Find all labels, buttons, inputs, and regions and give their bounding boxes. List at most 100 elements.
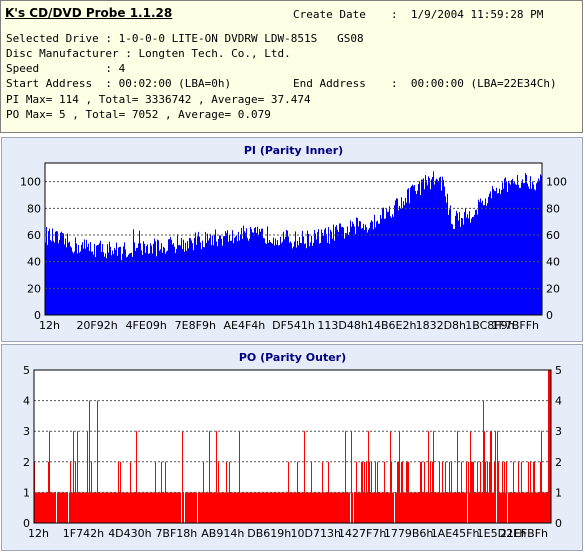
bar <box>306 248 307 315</box>
bar <box>526 492 527 523</box>
bar <box>104 256 105 315</box>
bar <box>357 492 358 523</box>
bar <box>107 492 108 523</box>
y-tick-label: 60 <box>27 229 41 242</box>
bar <box>473 216 474 315</box>
bar <box>194 238 195 315</box>
bar <box>344 238 345 315</box>
bar <box>183 239 184 315</box>
bar <box>199 236 200 315</box>
bar <box>87 431 88 523</box>
bar <box>51 241 52 315</box>
bar <box>225 231 226 315</box>
bar <box>410 187 411 315</box>
bar <box>193 492 194 523</box>
bar <box>490 431 491 523</box>
bar <box>347 492 348 523</box>
bar <box>244 492 245 523</box>
bar <box>478 492 479 523</box>
bar <box>331 231 332 315</box>
bar <box>60 232 61 315</box>
bar <box>173 492 174 523</box>
bar <box>370 222 371 315</box>
bar <box>213 492 214 523</box>
bar <box>210 233 211 315</box>
pi-stats: PI Max= 114 , Total= 3336742 , Average= … <box>6 93 311 106</box>
bar <box>240 492 241 523</box>
bar <box>477 461 478 523</box>
bar <box>43 492 44 523</box>
bar <box>276 244 277 315</box>
bar <box>393 216 394 315</box>
bar <box>334 492 335 523</box>
bar <box>494 190 495 315</box>
bar <box>248 492 249 523</box>
bar <box>533 184 534 315</box>
bar <box>238 492 239 523</box>
bar <box>178 492 179 523</box>
bar <box>417 190 418 315</box>
bar <box>101 492 102 523</box>
bar <box>428 431 429 523</box>
bar <box>499 492 500 523</box>
bar <box>457 213 458 315</box>
start-address: Start Address : 00:02:00 (LBA=0h) <box>6 77 232 90</box>
bar <box>100 492 101 523</box>
bar <box>297 240 298 315</box>
bar <box>379 223 380 315</box>
bar <box>270 492 271 523</box>
bar <box>143 492 144 523</box>
bar <box>187 492 188 523</box>
bar <box>147 244 148 315</box>
bar <box>175 492 176 523</box>
po-chart: PO (Parity Outer) 0 0 1 1 2 2 3 3 4 4 5 5 12h 1F742h 4D… <box>23 351 562 540</box>
bar <box>460 492 461 523</box>
bar <box>305 243 306 315</box>
bar <box>380 492 381 523</box>
bar <box>49 431 50 523</box>
bar <box>63 492 64 523</box>
bar <box>513 461 514 523</box>
x-tick-label: 20F92h <box>76 319 117 332</box>
bar <box>204 247 205 315</box>
bar <box>53 492 54 523</box>
bar <box>405 197 406 315</box>
bar <box>358 492 359 523</box>
bar <box>139 230 140 315</box>
bar <box>349 232 350 315</box>
bar <box>535 492 536 523</box>
bar <box>84 239 85 315</box>
bar <box>366 227 367 315</box>
bar <box>425 175 426 315</box>
bar <box>447 193 448 315</box>
bar <box>306 492 307 523</box>
bar <box>152 492 153 523</box>
bar <box>47 492 48 523</box>
bar <box>255 227 256 315</box>
bar <box>168 492 169 523</box>
bar <box>259 492 260 523</box>
bar <box>302 230 303 315</box>
bar <box>384 218 385 315</box>
pi-chart: PI (Parity Inner) 0 0 20 20 40 40 60 60 80 80 100 10… <box>20 144 567 332</box>
bar <box>367 232 368 315</box>
bar <box>432 461 433 523</box>
bar <box>256 232 257 315</box>
bar <box>513 183 514 315</box>
bar <box>518 184 519 315</box>
bar <box>441 492 442 523</box>
bar <box>296 247 297 315</box>
bar <box>462 492 463 523</box>
bar <box>537 181 538 315</box>
bar <box>357 218 358 315</box>
bar <box>497 431 498 523</box>
bar <box>515 492 516 523</box>
bar <box>211 245 212 315</box>
bar <box>50 239 51 315</box>
bar <box>312 245 313 315</box>
bar <box>486 492 487 523</box>
bar <box>105 492 106 523</box>
bar <box>267 492 268 523</box>
y-tick-label-right: 80 <box>546 202 560 215</box>
bar <box>195 232 196 315</box>
